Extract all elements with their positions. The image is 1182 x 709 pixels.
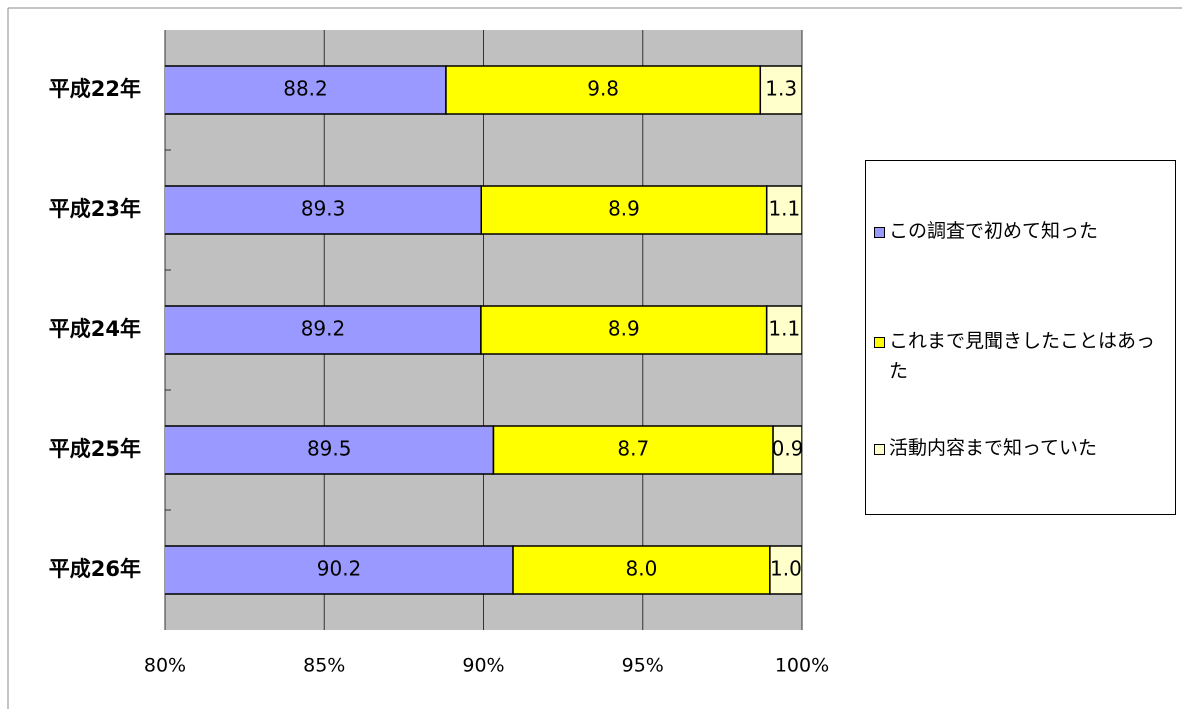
y-tick-label: 平成25年 [49, 437, 141, 461]
bar-segment [759, 65, 802, 115]
legend-label: 活動内容まで知っていた [889, 437, 1098, 459]
bar-segment [765, 305, 802, 355]
legend-label: この調査で初めて知った [889, 220, 1099, 242]
y-tick-label: 平成23年 [49, 197, 141, 221]
data-label: 89.2 [301, 317, 346, 341]
legend-item: 活動内容まで知っていた [874, 433, 1169, 463]
x-tick-label: 100% [775, 655, 829, 677]
bar-segment [480, 185, 768, 235]
bar-segment [769, 545, 802, 595]
data-label: 8.7 [617, 437, 649, 461]
x-tick-label: 85% [303, 655, 345, 677]
data-label: 1.0 [770, 557, 802, 581]
data-label: 8.9 [608, 317, 640, 341]
x-tick-label: 95% [622, 655, 664, 677]
data-label: 8.9 [608, 197, 640, 221]
x-tick-label: 90% [462, 655, 504, 677]
data-label: 9.8 [587, 77, 619, 101]
data-label: 1.3 [765, 77, 797, 101]
legend-label: これまで見聞きしたことはあった [889, 330, 1156, 382]
legend-marker [874, 444, 885, 455]
data-label: 90.2 [317, 557, 362, 581]
legend-item: この調査で初めて知った [874, 216, 1169, 246]
legend-marker [874, 227, 885, 238]
legend: この調査で初めて知ったこれまで見聞きしたことはあった活動内容まで知っていた [865, 160, 1176, 515]
bar-segment [512, 545, 771, 595]
x-tick-label: 80% [144, 655, 186, 677]
data-label: 8.0 [626, 557, 658, 581]
data-label: 89.3 [301, 197, 346, 221]
legend-marker [874, 337, 885, 348]
data-label: 1.1 [768, 197, 800, 221]
y-tick-label: 平成24年 [49, 317, 141, 341]
data-label: 89.5 [307, 437, 352, 461]
bar-segment [492, 425, 774, 475]
y-tick-label: 平成26年 [49, 557, 141, 581]
data-label: 88.2 [283, 77, 328, 101]
data-label: 0.9 [772, 437, 804, 461]
legend-item: これまで見聞きしたことはあった [874, 326, 1169, 386]
y-tick-label: 平成22年 [49, 77, 141, 101]
bar-segment [772, 425, 802, 475]
data-label: 1.1 [768, 317, 800, 341]
bar-segment [765, 185, 802, 235]
